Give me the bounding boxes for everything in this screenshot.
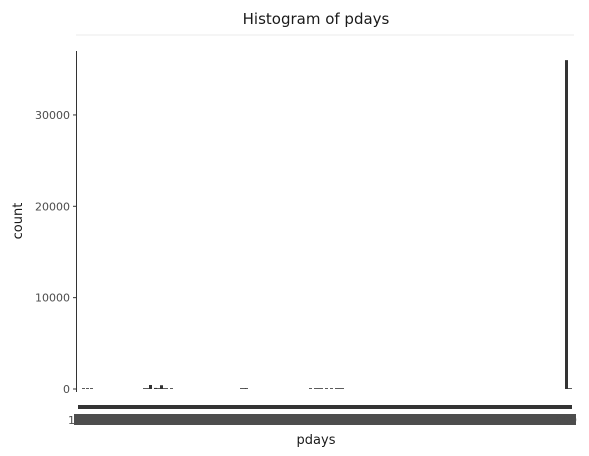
y-tick-label: 10000 — [35, 292, 70, 305]
x-axis-label: pdays — [297, 433, 336, 448]
bar-15 — [330, 388, 333, 389]
bar-7 — [165, 388, 168, 389]
bar-999 — [565, 60, 568, 390]
bar-0 — [82, 388, 85, 389]
x-tick-label-first: 1 — [68, 414, 75, 427]
bar-3 — [149, 384, 152, 389]
x-axis-ticks: 1 999 — [68, 405, 577, 427]
bar-14 — [325, 388, 328, 389]
bar-10 — [245, 388, 248, 389]
bar-12 — [314, 388, 317, 389]
bar-16 — [335, 388, 338, 389]
bar-26 — [243, 388, 246, 389]
y-tick-label: 20000 — [35, 200, 70, 213]
bar-2 — [143, 388, 146, 389]
y-tick-label: 0 — [63, 383, 70, 396]
bar-11 — [309, 388, 312, 389]
bar-1 — [90, 388, 93, 389]
y-tick-label: 30000 — [35, 109, 70, 122]
bar-13 — [320, 388, 323, 389]
y-axis-ticks: 0 10000 20000 30000 — [35, 109, 76, 396]
bar-22 — [146, 388, 149, 389]
bar-4 — [154, 387, 157, 389]
histogram-bars — [82, 60, 572, 390]
x-tick-labels-overlap — [74, 414, 576, 425]
bar-27 — [317, 388, 320, 389]
bar-9 — [240, 388, 243, 389]
bar-18 — [341, 388, 344, 389]
bar-21 — [86, 388, 89, 389]
bar-5 — [157, 388, 160, 389]
bar-8 — [170, 388, 173, 389]
bar-25 — [162, 388, 165, 389]
bar-20 — [569, 388, 572, 389]
y-axis-label: count — [11, 203, 26, 240]
x-tick-label-last: 999 — [556, 414, 577, 427]
bar-17 — [338, 388, 341, 389]
bar-6 — [160, 385, 163, 389]
x-tick-marks — [78, 405, 572, 409]
chart-title: Histogram of pdays — [243, 10, 390, 28]
